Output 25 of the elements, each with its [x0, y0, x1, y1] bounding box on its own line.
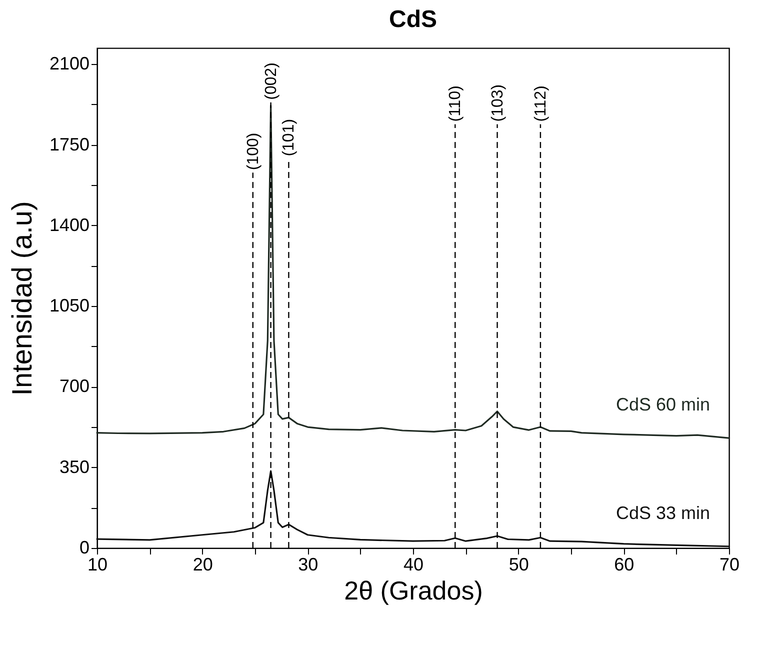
annotation: (002) — [262, 62, 280, 100]
y-axis-title: Intensidad (a.u) — [6, 201, 38, 396]
annotation: (110) — [447, 86, 464, 122]
annotation: (103) — [489, 84, 506, 122]
x-tick-label: 50 — [508, 554, 529, 574]
annotation: (112) — [532, 86, 550, 122]
y-tick-label: 1050 — [49, 296, 90, 316]
x-tick-label: 30 — [298, 554, 318, 574]
annotation: (100) — [244, 132, 262, 170]
series-label: CdS 60 min — [616, 394, 710, 415]
x-tick-label: 20 — [192, 554, 213, 574]
y-tick-label: 700 — [59, 376, 90, 396]
y-tick-label: 350 — [59, 456, 90, 477]
annotation: (101) — [280, 118, 298, 156]
y-tick-label: 1400 — [49, 214, 90, 235]
x-tick-label: 60 — [614, 554, 634, 574]
x-axis-title: 2θ (Grados) — [344, 576, 483, 606]
y-tick-label: 2100 — [49, 54, 90, 74]
x-tick-label: 70 — [719, 554, 740, 574]
x-tick-label: 40 — [403, 554, 424, 574]
series-label: CdS 33 min — [616, 502, 710, 523]
y-tick-label: 1750 — [49, 134, 90, 154]
x-tick-label: 10 — [87, 554, 108, 574]
chart-title: CdS — [389, 6, 437, 33]
y-tick-label: 0 — [79, 538, 90, 558]
